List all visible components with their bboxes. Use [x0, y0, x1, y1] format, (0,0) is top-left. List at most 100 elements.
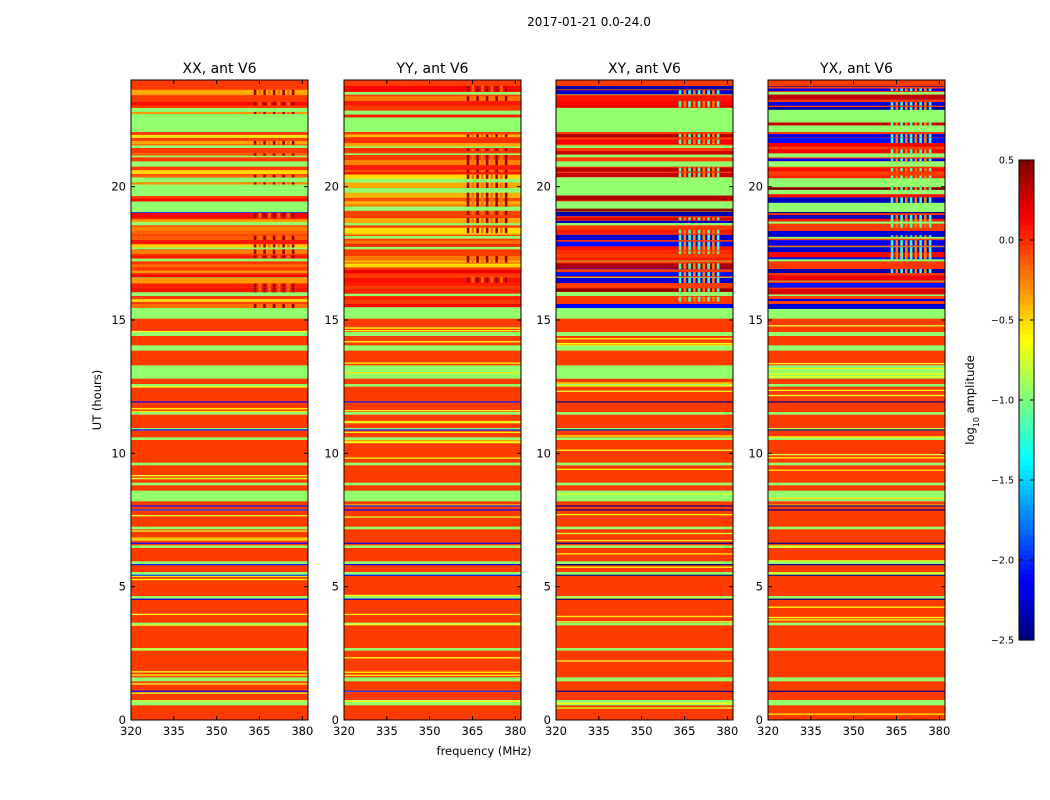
- rfi-spike: [697, 241, 701, 247]
- rfi-spike: [263, 304, 266, 309]
- rfi-spike: [716, 217, 720, 221]
- rfi-spike: [919, 122, 922, 126]
- rfi-spike: [900, 88, 903, 92]
- active-row: [344, 141, 521, 147]
- active-row: [768, 197, 945, 203]
- rfi-spike: [263, 244, 266, 248]
- rfi-spike: [258, 283, 262, 288]
- rfi-spike: [466, 85, 470, 89]
- rfi-spike: [716, 134, 720, 138]
- rfi-spike: [928, 234, 932, 237]
- masked-band: [131, 246, 308, 250]
- rfi-spike: [919, 234, 922, 237]
- flagged-row: [768, 212, 945, 214]
- rfi-spike: [471, 174, 475, 179]
- rfi-spike: [712, 288, 715, 292]
- rfi-spike: [702, 296, 706, 302]
- heatmap-image: [131, 80, 308, 720]
- y-tick-label: 20: [324, 180, 339, 194]
- active-row: [344, 282, 521, 286]
- rfi-spike: [693, 139, 696, 145]
- masked-band: [131, 292, 308, 296]
- rfi-spike: [909, 88, 913, 92]
- flagged-row: [344, 505, 521, 507]
- masked-band: [556, 153, 733, 158]
- rfi-spike: [481, 85, 484, 89]
- y-tick-label: 10: [324, 446, 339, 460]
- rfi-spike: [471, 203, 475, 207]
- colorbar-segment: [1019, 205, 1034, 211]
- colorbar-segment: [1019, 160, 1034, 166]
- masked-band: [131, 345, 308, 351]
- flagged-row: [556, 401, 733, 403]
- rfi-spike: [905, 240, 908, 246]
- masked-band: [556, 561, 733, 564]
- rfi-spike: [890, 217, 894, 222]
- rfi-spike: [716, 90, 720, 95]
- rfi-spike: [702, 251, 706, 254]
- masked-band: [344, 332, 521, 336]
- rfi-spike: [716, 245, 720, 251]
- rfi-spike: [688, 251, 691, 254]
- active-row: [344, 210, 521, 215]
- rfi-spike: [919, 247, 922, 253]
- colorbar-segment: [1019, 305, 1034, 311]
- rfi-spike: [900, 197, 903, 203]
- rfi-spike: [291, 304, 295, 309]
- thin-row: [344, 671, 521, 673]
- thin-row: [344, 613, 521, 616]
- rfi-spike: [287, 244, 290, 248]
- masked-band: [131, 561, 308, 564]
- thin-row: [344, 516, 521, 518]
- colorbar-segment: [1019, 530, 1034, 536]
- thin-row: [131, 477, 308, 480]
- thin-row: [556, 390, 733, 392]
- flagged-row: [344, 574, 521, 576]
- x-tick-label: 365: [248, 724, 270, 738]
- colorbar-segment: [1019, 515, 1034, 521]
- rfi-spike: [253, 255, 257, 259]
- rfi-spike: [500, 277, 503, 283]
- masked-band: [131, 526, 308, 530]
- rfi-spike: [481, 134, 484, 138]
- rfi-spike: [500, 210, 503, 215]
- colorbar-segment: [1019, 505, 1034, 511]
- rfi-spike: [702, 139, 706, 145]
- rfi-spike: [287, 249, 290, 254]
- rfi-spike: [928, 217, 932, 222]
- colorbar-segment: [1019, 620, 1034, 626]
- rfi-spike: [697, 245, 701, 251]
- colorbar-segment: [1019, 415, 1034, 421]
- colorbar-segment: [1019, 260, 1034, 266]
- rfi-spike: [924, 88, 927, 92]
- thin-row: [344, 330, 521, 332]
- colorbar-segment: [1019, 225, 1034, 231]
- rfi-spike: [697, 288, 701, 292]
- rfi-spike: [702, 263, 706, 269]
- masked-band: [344, 490, 521, 502]
- rfi-spike: [471, 196, 475, 202]
- masked-band: [344, 305, 521, 319]
- active-row: [768, 217, 945, 222]
- rfi-spike: [485, 168, 489, 173]
- rfi-spike: [909, 269, 913, 274]
- active-row: [768, 252, 945, 258]
- rfi-spike: [914, 158, 918, 162]
- thin-row: [556, 566, 733, 568]
- rfi-spike: [268, 283, 271, 288]
- active-row: [344, 138, 521, 144]
- y-tick-label: 0: [756, 713, 763, 727]
- colorbar-segment: [1019, 275, 1034, 281]
- rfi-spike: [504, 260, 508, 263]
- thin-row: [131, 530, 308, 532]
- rfi-spike: [490, 255, 494, 261]
- rfi-spike: [476, 88, 479, 92]
- colorbar-tick-label: −2.5: [991, 636, 1014, 647]
- colorbar-segment: [1019, 175, 1034, 181]
- colorbar-label: log10 amplitude: [963, 355, 981, 445]
- flagged-row: [768, 598, 945, 600]
- rfi-spike: [900, 107, 903, 110]
- active-row: [556, 220, 733, 224]
- thin-row: [344, 441, 521, 444]
- active-row: [344, 203, 521, 207]
